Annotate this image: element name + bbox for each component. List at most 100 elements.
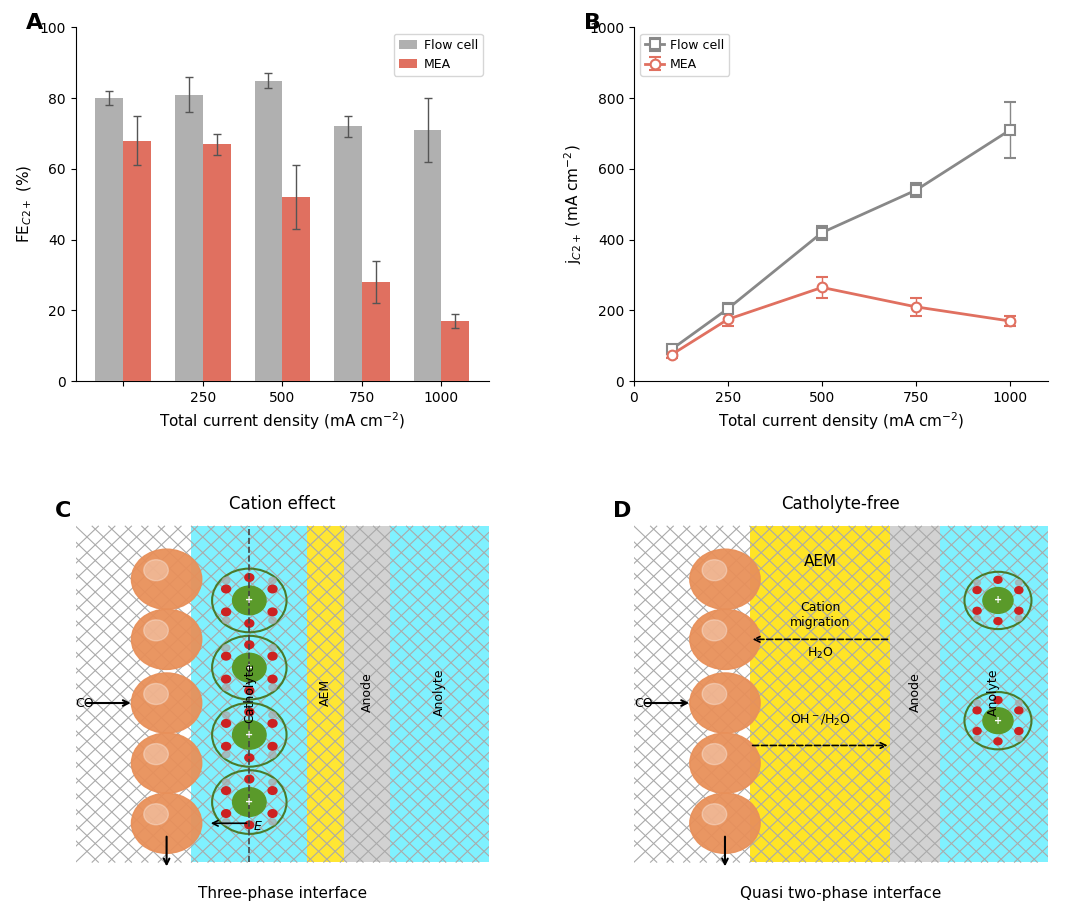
X-axis label: Total current density (mA cm$^{-2}$): Total current density (mA cm$^{-2}$) — [159, 411, 406, 432]
Circle shape — [1015, 707, 1023, 714]
Bar — [255, 81, 282, 382]
Circle shape — [983, 708, 1013, 734]
Circle shape — [232, 587, 266, 615]
Circle shape — [232, 720, 266, 749]
X-axis label: Total current density (mA cm$^{-2}$): Total current density (mA cm$^{-2}$) — [717, 411, 964, 432]
Circle shape — [268, 742, 276, 750]
Text: Catholyte: Catholyte — [243, 662, 256, 723]
Bar — [203, 145, 231, 382]
Circle shape — [994, 618, 1002, 625]
Circle shape — [221, 787, 230, 794]
Text: Three-phase interface: Three-phase interface — [198, 886, 367, 900]
Circle shape — [269, 819, 276, 825]
Legend: Flow cell, MEA: Flow cell, MEA — [640, 34, 729, 76]
Circle shape — [245, 574, 254, 581]
Text: B: B — [584, 14, 602, 33]
Circle shape — [1015, 727, 1023, 735]
Text: H$_2$O: H$_2$O — [807, 646, 834, 661]
Circle shape — [269, 684, 276, 691]
Circle shape — [221, 586, 230, 593]
Circle shape — [702, 803, 727, 824]
Circle shape — [144, 560, 168, 581]
Circle shape — [702, 684, 727, 705]
Circle shape — [269, 645, 276, 651]
Bar — [390, 526, 489, 862]
Circle shape — [268, 719, 276, 727]
Circle shape — [268, 652, 276, 660]
Circle shape — [994, 576, 1002, 583]
Circle shape — [1015, 608, 1023, 614]
Bar — [76, 526, 191, 862]
Circle shape — [269, 617, 276, 623]
Circle shape — [690, 793, 760, 854]
Bar — [175, 94, 203, 382]
Text: CO: CO — [634, 696, 652, 709]
Text: Anode: Anode — [361, 673, 374, 712]
Circle shape — [269, 751, 276, 758]
Text: Cation
migration: Cation migration — [789, 600, 850, 629]
Circle shape — [974, 616, 981, 621]
Bar — [414, 130, 442, 382]
Circle shape — [690, 609, 760, 670]
Circle shape — [690, 549, 760, 609]
Circle shape — [132, 609, 202, 670]
Circle shape — [132, 549, 202, 609]
Circle shape — [221, 652, 230, 660]
Circle shape — [221, 675, 230, 683]
Circle shape — [221, 608, 230, 616]
Circle shape — [994, 696, 1002, 704]
Text: Anolyte: Anolyte — [433, 669, 446, 716]
Text: Quasi two-phase interface: Quasi two-phase interface — [740, 886, 942, 900]
Bar — [307, 526, 345, 862]
Circle shape — [702, 744, 727, 765]
Text: D: D — [613, 501, 632, 522]
Circle shape — [974, 580, 981, 586]
Circle shape — [974, 736, 981, 741]
Circle shape — [222, 819, 230, 825]
Y-axis label: FE$_{C2+}$ (%): FE$_{C2+}$ (%) — [15, 166, 33, 243]
Circle shape — [221, 742, 230, 750]
Circle shape — [690, 673, 760, 733]
Circle shape — [973, 727, 981, 735]
Circle shape — [269, 779, 276, 785]
Text: Anode: Anode — [908, 673, 921, 712]
Circle shape — [268, 810, 276, 817]
Circle shape — [245, 619, 254, 627]
Circle shape — [222, 712, 230, 718]
Circle shape — [994, 737, 1002, 745]
Text: CO: CO — [76, 696, 94, 709]
Bar — [191, 526, 307, 862]
Circle shape — [1015, 700, 1022, 705]
Text: C: C — [55, 501, 71, 522]
Circle shape — [221, 719, 230, 727]
Bar — [442, 321, 470, 382]
Circle shape — [268, 675, 276, 683]
Circle shape — [245, 754, 254, 761]
Circle shape — [232, 788, 266, 816]
Circle shape — [268, 787, 276, 794]
Circle shape — [222, 617, 230, 623]
Text: AEM: AEM — [320, 679, 333, 706]
Circle shape — [245, 640, 254, 649]
Circle shape — [268, 608, 276, 616]
Bar — [282, 198, 310, 382]
Circle shape — [1015, 587, 1023, 594]
Circle shape — [690, 733, 760, 793]
Text: A: A — [26, 14, 43, 33]
Y-axis label: j$_{C2+}$ (mA cm$^{-2}$): j$_{C2+}$ (mA cm$^{-2}$) — [562, 145, 583, 264]
Text: +: + — [245, 662, 254, 673]
Legend: Flow cell, MEA: Flow cell, MEA — [394, 34, 483, 76]
Circle shape — [222, 577, 230, 584]
Text: OH$^-$/H$_2$O: OH$^-$/H$_2$O — [789, 713, 851, 728]
Circle shape — [973, 587, 981, 594]
Circle shape — [245, 687, 254, 694]
Circle shape — [132, 673, 202, 733]
Circle shape — [973, 707, 981, 714]
Circle shape — [1015, 580, 1022, 586]
Circle shape — [222, 645, 230, 651]
Text: $E$: $E$ — [254, 821, 264, 834]
Title: Cation effect: Cation effect — [229, 495, 336, 512]
Text: AEM: AEM — [804, 554, 837, 569]
Circle shape — [268, 586, 276, 593]
Bar — [362, 282, 390, 382]
